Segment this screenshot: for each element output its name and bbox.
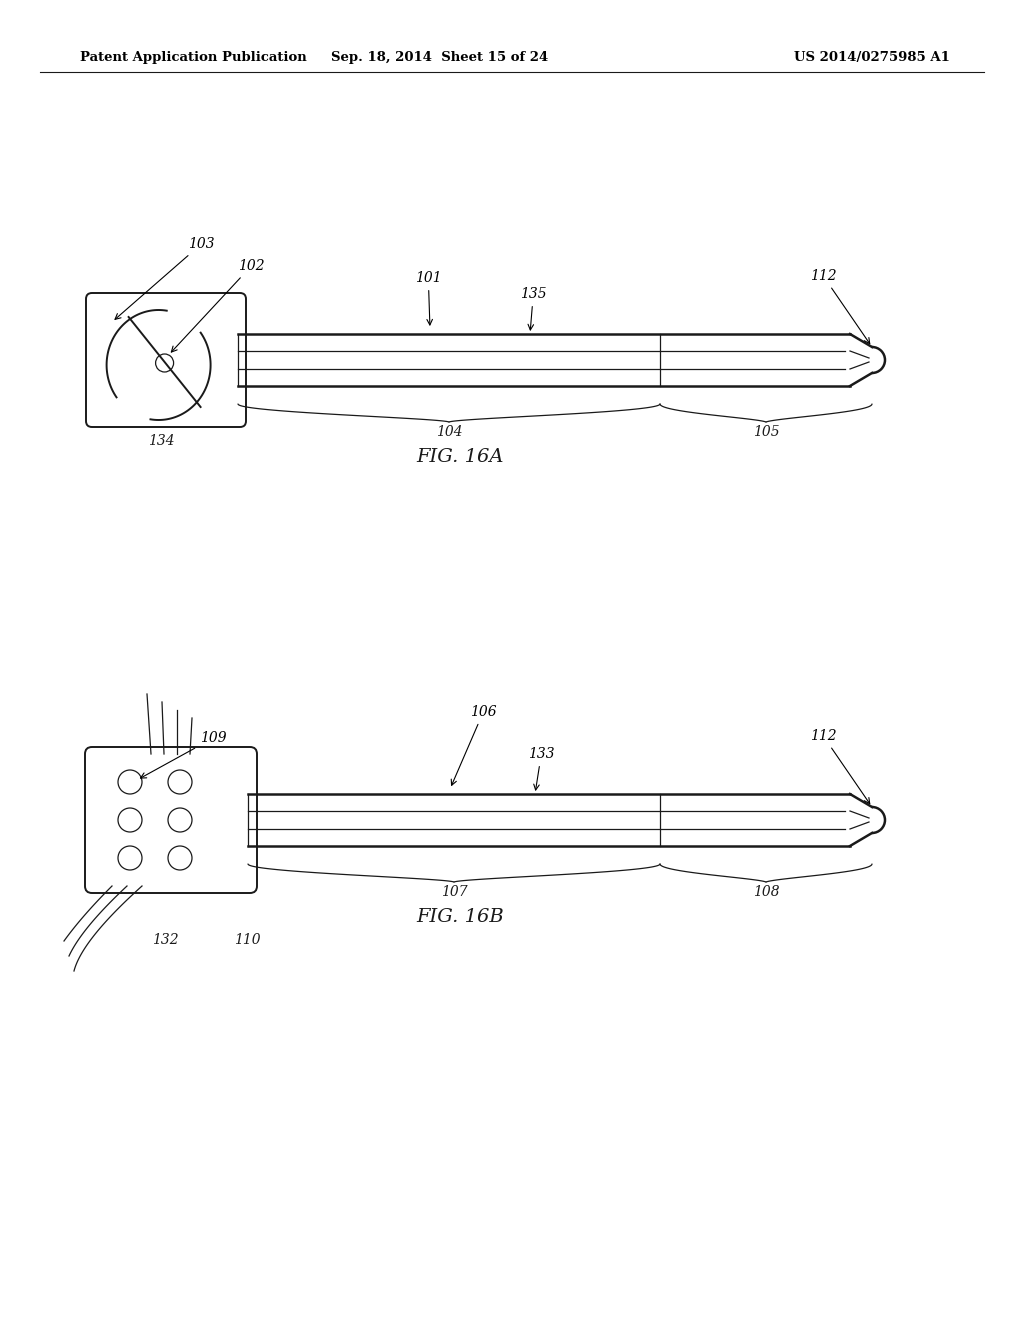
Text: 102: 102 [171, 259, 264, 352]
Text: 104: 104 [435, 425, 462, 440]
FancyBboxPatch shape [86, 293, 246, 426]
Text: 135: 135 [520, 286, 547, 330]
Text: 103: 103 [115, 238, 215, 319]
Text: 133: 133 [528, 747, 555, 791]
Text: 106: 106 [452, 705, 497, 785]
Text: FIG. 16B: FIG. 16B [416, 908, 504, 927]
FancyBboxPatch shape [85, 747, 257, 894]
Text: Patent Application Publication: Patent Application Publication [80, 51, 307, 65]
Text: 105: 105 [753, 425, 779, 440]
Text: 109: 109 [140, 731, 226, 777]
Text: 101: 101 [415, 271, 441, 325]
Text: 110: 110 [234, 933, 261, 946]
Text: 134: 134 [148, 434, 175, 447]
Text: Sep. 18, 2014  Sheet 15 of 24: Sep. 18, 2014 Sheet 15 of 24 [332, 51, 549, 65]
Text: 108: 108 [753, 884, 779, 899]
Text: US 2014/0275985 A1: US 2014/0275985 A1 [795, 51, 950, 65]
Text: 107: 107 [440, 884, 467, 899]
Text: 132: 132 [152, 933, 178, 946]
Text: FIG. 16A: FIG. 16A [416, 447, 504, 466]
Text: 112: 112 [810, 729, 869, 804]
Text: 112: 112 [810, 269, 869, 343]
